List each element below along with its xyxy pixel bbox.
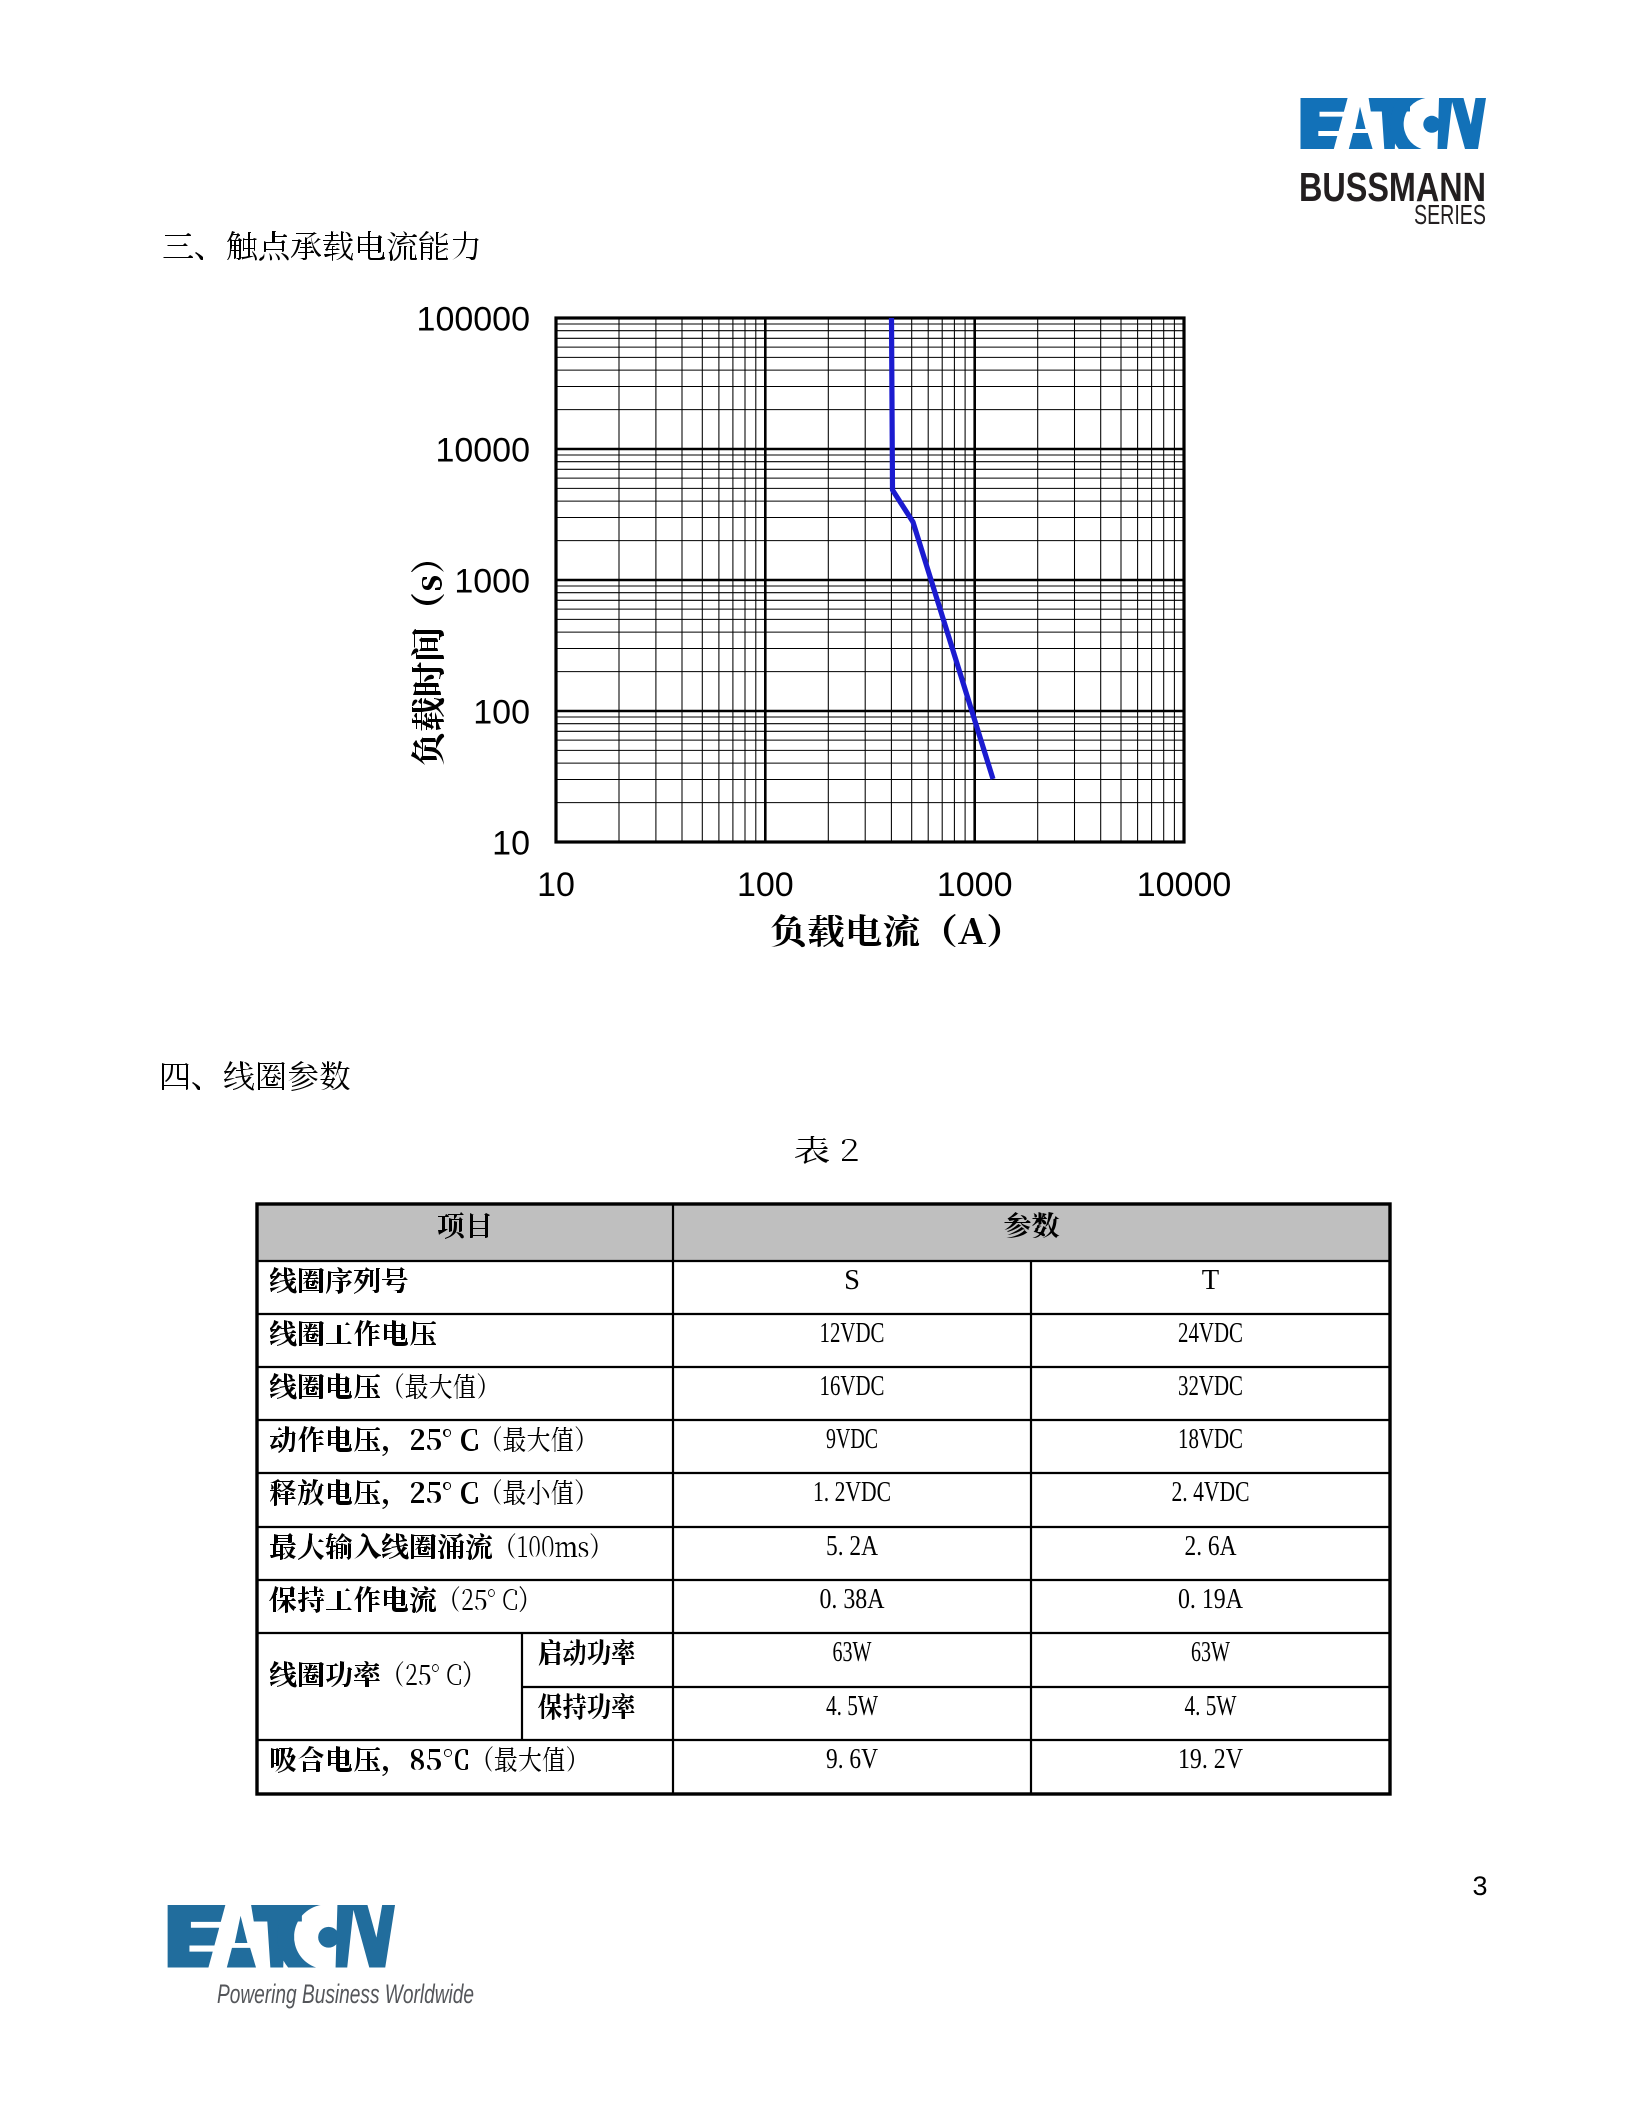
svg-text:16VDC: 16VDC [820,1371,885,1402]
svg-text:10000: 10000 [1137,866,1232,904]
svg-text:10000: 10000 [435,432,530,470]
svg-text:Powering Business Worldwide: Powering Business Worldwide [217,1979,474,2009]
svg-text:4. 5W: 4. 5W [1185,1691,1237,1722]
svg-text:100: 100 [473,694,530,732]
svg-text:3: 3 [1472,1871,1487,1901]
svg-text:1. 2VDC: 1. 2VDC [813,1477,891,1508]
svg-text:5. 2A: 5. 2A [826,1531,878,1562]
svg-text:1000: 1000 [454,563,530,601]
svg-text:12VDC: 12VDC [820,1318,885,1349]
svg-text:63W: 63W [1191,1637,1230,1668]
svg-text:0. 19A: 0. 19A [1178,1584,1243,1615]
svg-text:32VDC: 32VDC [1178,1371,1243,1402]
svg-text:63W: 63W [833,1637,872,1668]
svg-text:1000: 1000 [937,866,1013,904]
svg-text:100000: 100000 [417,301,530,339]
svg-text:9VDC: 9VDC [826,1424,878,1455]
svg-text:24VDC: 24VDC [1178,1318,1243,1349]
svg-text:0. 38A: 0. 38A [820,1584,885,1615]
svg-text:100: 100 [737,866,794,904]
svg-text:2. 4VDC: 2. 4VDC [1172,1477,1250,1508]
svg-text:S: S [844,1265,860,1296]
svg-text:SERIES: SERIES [1414,199,1486,230]
svg-text:10: 10 [537,866,575,904]
svg-text:9. 6V: 9. 6V [826,1744,878,1775]
svg-text:19. 2V: 19. 2V [1178,1744,1243,1775]
svg-text:BUSSMANN: BUSSMANN [1299,164,1486,210]
svg-text:4. 5W: 4. 5W [826,1691,878,1722]
svg-text:10: 10 [492,825,530,863]
svg-text:18VDC: 18VDC [1178,1424,1243,1455]
svg-text:T: T [1202,1265,1219,1296]
svg-text:2. 6A: 2. 6A [1185,1531,1237,1562]
